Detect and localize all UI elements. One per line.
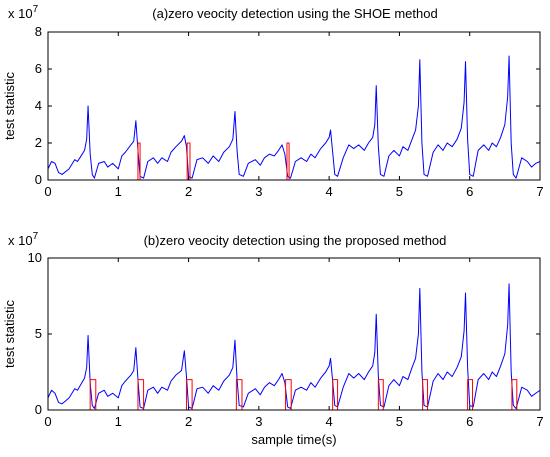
y-tick-label: 8 bbox=[35, 24, 42, 39]
y-tick-label: 4 bbox=[35, 98, 42, 113]
panel-a-x-ticks: 0 1 2 3 4 5 6 7 bbox=[44, 32, 544, 199]
zero-velocity-indicator-line bbox=[48, 142, 540, 181]
x-tick-label: 7 bbox=[536, 414, 543, 429]
x-tick-label: 1 bbox=[115, 184, 122, 199]
x-tick-label: 6 bbox=[466, 184, 473, 199]
x-tick-label: 5 bbox=[396, 414, 403, 429]
panel-a-title: (a)zero veocity detection using the SHOE… bbox=[152, 6, 437, 21]
test-statistic-line bbox=[47, 55, 541, 179]
x-tick-label: 4 bbox=[326, 414, 333, 429]
x-tick-label: 4 bbox=[326, 184, 333, 199]
panel-b-title: (b)zero veocity detection using the prop… bbox=[144, 233, 447, 248]
x-tick-label: 1 bbox=[115, 414, 122, 429]
panel-b-x-ticks: 0 1 2 3 4 5 6 7 bbox=[44, 258, 544, 429]
test-statistic-line bbox=[47, 283, 541, 409]
panel-a-multiplier: x 107 bbox=[8, 4, 39, 21]
y-tick-label: 10 bbox=[28, 250, 42, 265]
x-tick-label: 3 bbox=[255, 184, 262, 199]
panel-b-axes-box bbox=[47, 257, 541, 411]
y-tick-label: 0 bbox=[35, 402, 42, 417]
y-tick-label: 0 bbox=[35, 172, 42, 187]
panel-a: (a)zero veocity detection using the SHOE… bbox=[2, 4, 544, 199]
panel-a-axes-box bbox=[47, 31, 541, 181]
x-tick-label: 7 bbox=[536, 184, 543, 199]
panel-b-y-ticks: 0 5 10 bbox=[28, 250, 540, 417]
x-tick-label: 2 bbox=[185, 414, 192, 429]
panel-a-ylabel: test statistic bbox=[2, 72, 17, 140]
x-tick-label: 2 bbox=[185, 184, 192, 199]
x-tick-label: 5 bbox=[396, 184, 403, 199]
x-tick-label: 0 bbox=[44, 414, 51, 429]
x-tick-label: 6 bbox=[466, 414, 473, 429]
panel-b-ylabel: test statistic bbox=[2, 300, 17, 368]
panel-b-xlabel: sample time(s) bbox=[251, 432, 336, 447]
x-tick-label: 3 bbox=[255, 414, 262, 429]
panel-b: (b)zero veocity detection using the prop… bbox=[2, 231, 544, 447]
y-tick-label: 6 bbox=[35, 61, 42, 76]
panel-b-multiplier: x 107 bbox=[8, 231, 39, 248]
y-tick-label: 2 bbox=[35, 135, 42, 150]
y-tick-label: 5 bbox=[35, 326, 42, 341]
panel-a-series bbox=[47, 55, 541, 181]
x-tick-label: 0 bbox=[44, 184, 51, 199]
panel-b-series bbox=[47, 283, 541, 411]
